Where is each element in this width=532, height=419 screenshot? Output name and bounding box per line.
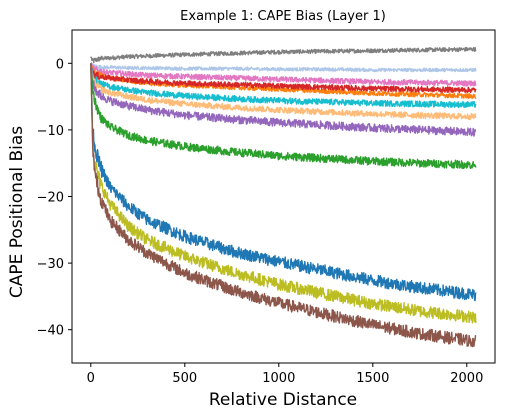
series-line-1 <box>90 46 477 64</box>
y-axis-ticks: 0 −10 −20 −30 −40 <box>37 57 72 339</box>
series-line-2 <box>90 62 477 73</box>
x-tick-label: 1000 <box>262 371 295 386</box>
series-line-12 <box>90 63 477 348</box>
series-line-8 <box>90 63 477 137</box>
series-line-6 <box>90 63 477 109</box>
series-line-10 <box>90 63 477 302</box>
series-line-3 <box>90 62 477 87</box>
x-tick-label: 1500 <box>356 371 389 386</box>
series-line-5 <box>90 63 477 94</box>
y-tick-label: −30 <box>37 257 64 272</box>
x-tick-label: 2000 <box>450 371 483 386</box>
y-axis-title: CAPE Positional Bias <box>7 126 27 298</box>
x-axis-ticks: 0 500 1000 1500 2000 <box>87 363 483 386</box>
y-tick-label: −20 <box>37 191 64 206</box>
x-tick-label: 0 <box>87 371 95 386</box>
x-axis-title: Relative Distance <box>209 390 357 410</box>
y-tick-label: 0 <box>56 57 64 72</box>
y-tick-label: −40 <box>37 324 64 339</box>
series-line-7 <box>90 63 477 121</box>
series-line-9 <box>90 63 477 170</box>
series-group <box>90 46 477 348</box>
chart-title: Example 1: CAPE Bias (Layer 1) <box>180 9 386 24</box>
series-line-11 <box>90 63 477 324</box>
x-tick-label: 500 <box>172 371 197 386</box>
y-tick-label: −10 <box>37 124 64 139</box>
